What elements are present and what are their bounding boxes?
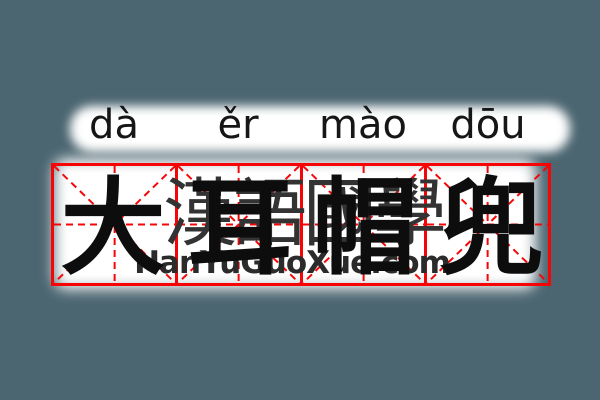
guide-lines-icon: [178, 166, 299, 283]
tianzige-grid: [51, 163, 551, 286]
tianzige-cell: [423, 166, 548, 283]
tianzige-cell: [175, 166, 299, 283]
pinyin-syllable-4: dōu: [450, 102, 526, 148]
pinyin-halo-background: [70, 106, 570, 152]
guide-lines-icon: [427, 166, 548, 283]
character-1: 大: [60, 165, 166, 290]
tianzige-cell: [299, 166, 424, 283]
pinyin-syllable-3: mào: [319, 102, 407, 148]
character-2: 耳: [187, 165, 293, 290]
pinyin-syllable-2: ěr: [217, 102, 259, 148]
tianzige-cell: [54, 166, 175, 283]
guide-lines-icon: [54, 166, 175, 283]
guide-lines-icon: [303, 166, 424, 283]
character-3: 帽: [312, 165, 418, 290]
character-4: 兜: [438, 165, 544, 290]
watermark-cjk-text: 漢語國學: [163, 171, 447, 257]
pinyin-syllable-1: dà: [89, 102, 139, 148]
watermark-url-text: HanYuGuoXue.com: [134, 245, 451, 281]
